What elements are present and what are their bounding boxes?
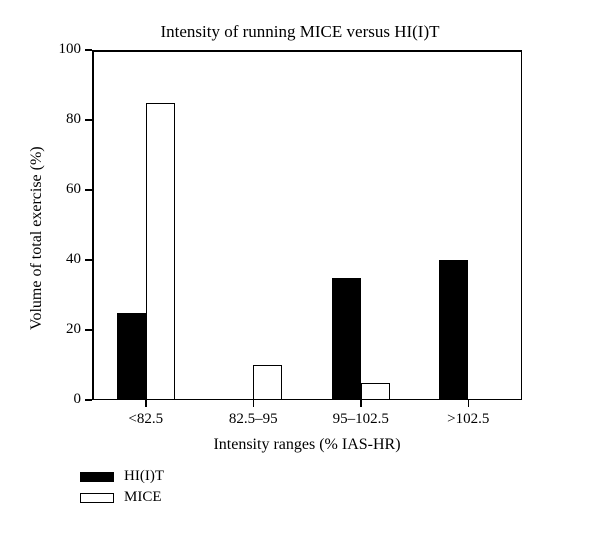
chart-container: Intensity of running MICE versus HI(I)T …	[0, 0, 600, 538]
axis-border-left	[92, 50, 94, 400]
x-tick-label: >102.5	[408, 411, 528, 428]
legend-item: HI(I)T	[80, 468, 164, 485]
x-tick-label: 95–102.5	[301, 411, 421, 428]
bar-mice	[146, 103, 175, 401]
y-tick	[85, 189, 92, 191]
x-tick	[145, 400, 147, 407]
legend-swatch	[80, 493, 114, 503]
x-tick-label: 82.5–95	[193, 411, 313, 428]
y-tick	[85, 119, 92, 121]
x-tick	[253, 400, 255, 407]
y-axis-label: Volume of total exercise (%)	[28, 146, 46, 330]
bar-hi-i-t	[117, 313, 146, 401]
y-tick-label: 100	[59, 41, 82, 58]
bar-hi-i-t	[439, 260, 468, 400]
x-axis-label: Intensity ranges (% IAS-HR)	[92, 436, 522, 454]
y-tick-label: 80	[66, 111, 81, 128]
y-tick	[85, 329, 92, 331]
y-tick-label: 60	[66, 181, 81, 198]
y-tick-label: 0	[74, 391, 82, 408]
y-tick	[85, 259, 92, 261]
x-tick-label: <82.5	[86, 411, 206, 428]
y-tick-label: 20	[66, 321, 81, 338]
x-tick	[468, 400, 470, 407]
legend-label: MICE	[124, 489, 162, 506]
y-tick-label: 40	[66, 251, 81, 268]
bar-hi-i-t	[332, 278, 361, 401]
axis-border-right	[521, 50, 523, 400]
legend-item: MICE	[80, 489, 164, 506]
bar-mice	[361, 383, 390, 401]
axis-border-top	[92, 50, 522, 52]
legend: HI(I)T MICE	[80, 468, 164, 510]
y-tick	[85, 49, 92, 51]
x-tick	[360, 400, 362, 407]
y-tick	[85, 399, 92, 401]
bar-mice	[253, 365, 282, 400]
chart-title: Intensity of running MICE versus HI(I)T	[0, 22, 600, 42]
legend-label: HI(I)T	[124, 468, 164, 485]
legend-swatch	[80, 472, 114, 482]
